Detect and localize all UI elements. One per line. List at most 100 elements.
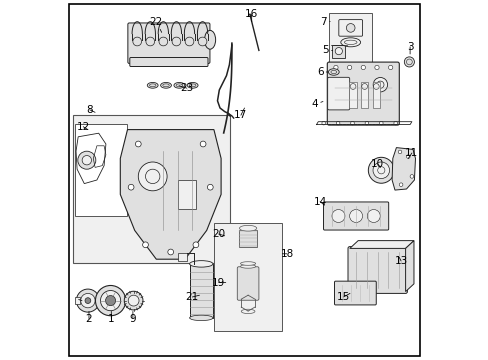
Circle shape xyxy=(82,156,91,165)
Ellipse shape xyxy=(189,261,213,267)
Circle shape xyxy=(85,298,91,303)
Circle shape xyxy=(374,65,378,69)
Circle shape xyxy=(198,37,206,46)
Ellipse shape xyxy=(147,82,158,88)
FancyBboxPatch shape xyxy=(338,19,362,36)
Bar xyxy=(75,297,80,304)
Circle shape xyxy=(349,210,362,222)
Circle shape xyxy=(128,184,134,190)
Polygon shape xyxy=(391,148,415,190)
Circle shape xyxy=(167,249,173,255)
Bar xyxy=(328,13,371,65)
FancyBboxPatch shape xyxy=(237,267,258,300)
Polygon shape xyxy=(349,240,413,248)
Text: 14: 14 xyxy=(313,197,326,207)
Circle shape xyxy=(185,37,193,46)
Circle shape xyxy=(138,162,167,191)
Circle shape xyxy=(133,37,142,46)
Circle shape xyxy=(142,242,148,248)
Circle shape xyxy=(365,121,368,125)
Bar xyxy=(349,82,356,108)
Bar xyxy=(178,253,187,261)
Circle shape xyxy=(406,155,409,158)
Text: 23: 23 xyxy=(179,83,193,93)
Bar xyxy=(189,264,213,318)
Circle shape xyxy=(124,291,142,310)
FancyBboxPatch shape xyxy=(327,77,349,110)
Text: 9: 9 xyxy=(129,311,136,324)
Text: 3: 3 xyxy=(406,42,412,54)
Circle shape xyxy=(331,210,344,222)
FancyBboxPatch shape xyxy=(334,281,375,305)
Ellipse shape xyxy=(340,38,360,47)
Circle shape xyxy=(366,210,380,222)
FancyBboxPatch shape xyxy=(326,62,399,125)
Text: 22: 22 xyxy=(149,17,163,32)
Text: 7: 7 xyxy=(320,17,329,27)
Ellipse shape xyxy=(239,225,256,231)
Ellipse shape xyxy=(174,82,184,88)
Circle shape xyxy=(95,285,125,316)
Text: 18: 18 xyxy=(280,249,293,259)
Circle shape xyxy=(347,65,351,69)
Circle shape xyxy=(379,121,382,125)
Circle shape xyxy=(145,37,154,46)
FancyBboxPatch shape xyxy=(323,202,388,230)
Bar xyxy=(73,115,230,263)
Ellipse shape xyxy=(160,82,171,88)
Circle shape xyxy=(399,183,402,186)
Circle shape xyxy=(76,289,99,312)
Text: 21: 21 xyxy=(185,292,199,302)
Text: 10: 10 xyxy=(370,159,384,169)
FancyBboxPatch shape xyxy=(347,247,407,293)
Polygon shape xyxy=(405,240,413,292)
Circle shape xyxy=(81,293,95,308)
Circle shape xyxy=(397,150,401,154)
Text: 1: 1 xyxy=(108,311,114,324)
Text: 20: 20 xyxy=(212,229,224,239)
Text: 13: 13 xyxy=(394,256,407,266)
Bar xyxy=(372,82,379,108)
Circle shape xyxy=(393,121,397,125)
Text: 17: 17 xyxy=(234,108,247,120)
Text: 16: 16 xyxy=(244,9,258,22)
Circle shape xyxy=(372,162,389,179)
Ellipse shape xyxy=(204,30,215,49)
Ellipse shape xyxy=(328,69,339,75)
Text: 6: 6 xyxy=(316,67,326,77)
FancyBboxPatch shape xyxy=(129,58,207,67)
Text: 15: 15 xyxy=(336,292,349,302)
FancyBboxPatch shape xyxy=(127,23,209,63)
Text: 2: 2 xyxy=(85,311,92,324)
Ellipse shape xyxy=(187,82,198,88)
Text: 12: 12 xyxy=(77,122,90,132)
Circle shape xyxy=(101,291,121,311)
Circle shape xyxy=(333,65,337,69)
Bar xyxy=(75,124,127,216)
Circle shape xyxy=(78,151,96,169)
Circle shape xyxy=(367,157,393,183)
Circle shape xyxy=(409,175,413,178)
Circle shape xyxy=(207,184,213,190)
Polygon shape xyxy=(120,130,221,259)
Bar xyxy=(332,45,345,58)
Bar xyxy=(213,223,282,331)
Circle shape xyxy=(135,141,141,147)
Text: 5: 5 xyxy=(322,45,332,55)
Bar xyxy=(178,180,196,209)
Circle shape xyxy=(404,57,413,67)
Circle shape xyxy=(200,141,205,147)
Circle shape xyxy=(159,37,167,46)
Circle shape xyxy=(361,65,365,69)
Ellipse shape xyxy=(189,315,213,320)
Circle shape xyxy=(387,65,392,69)
Circle shape xyxy=(105,296,115,306)
Circle shape xyxy=(336,121,339,125)
Ellipse shape xyxy=(240,265,255,268)
Circle shape xyxy=(335,48,342,55)
Circle shape xyxy=(346,23,354,32)
Circle shape xyxy=(128,295,139,306)
Ellipse shape xyxy=(240,262,255,265)
Text: 8: 8 xyxy=(86,105,95,115)
Text: 4: 4 xyxy=(311,99,322,109)
